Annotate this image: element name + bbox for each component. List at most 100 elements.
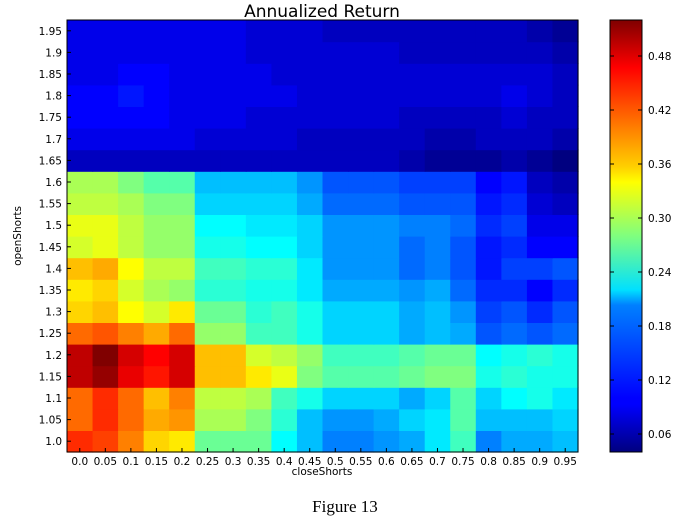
- figure-caption: Figure 13: [312, 497, 378, 516]
- heatmap-cell: [501, 365, 528, 388]
- heatmap-cell: [348, 257, 375, 280]
- heatmap-cell: [450, 365, 477, 388]
- heatmap-cell: [118, 192, 145, 215]
- heatmap-cell: [271, 128, 298, 151]
- heatmap-cell: [373, 365, 400, 388]
- heatmap-cell: [118, 279, 145, 302]
- heatmap-cell: [194, 214, 221, 237]
- y-axis-label: openShorts: [12, 206, 24, 266]
- x-tick-label: 0.0: [71, 456, 88, 468]
- heatmap-cell: [143, 430, 170, 453]
- heatmap-cell: [322, 387, 349, 410]
- heatmap-cell: [322, 257, 349, 280]
- x-axis-ticks: 0.0 0.05 0.1 0.15 0.2 0.25 0.3 0.35 0.4 0.45 0.5 0.…: [71, 448, 577, 468]
- heatmap-cell: [348, 192, 375, 215]
- heatmap-cell: [373, 387, 400, 410]
- heatmap-cell: [296, 322, 324, 345]
- heatmap-cell: [501, 257, 528, 280]
- y-tick-label: 1.85: [39, 69, 62, 81]
- x-tick-label: 0.2: [174, 456, 191, 468]
- heatmap-cell: [450, 192, 477, 215]
- heatmap-cell: [475, 322, 502, 345]
- heatmap-cell: [424, 214, 451, 237]
- heatmap-cell: [194, 84, 221, 107]
- x-tick-label: 0.4: [276, 456, 293, 468]
- heatmap-grid: [67, 20, 579, 453]
- heatmap-cell: [92, 257, 119, 280]
- heatmap-cell: [373, 257, 400, 280]
- heatmap-cell: [220, 365, 247, 388]
- heatmap-cell: [475, 192, 502, 215]
- heatmap-cell: [450, 84, 477, 107]
- heatmap-cell: [475, 171, 502, 194]
- heatmap-cell: [118, 257, 145, 280]
- colorbar: [609, 19, 643, 453]
- heatmap-cell: [450, 387, 477, 410]
- heatmap-cell: [220, 63, 247, 86]
- heatmap-cell: [245, 192, 272, 215]
- heatmap-cell: [271, 322, 298, 345]
- heatmap-cell: [399, 300, 426, 323]
- heatmap-cell: [450, 430, 477, 453]
- heatmap-cell: [118, 84, 145, 107]
- heatmap-cell: [245, 128, 272, 151]
- heatmap-cell: [143, 214, 170, 237]
- heatmap-cell: [424, 171, 451, 194]
- heatmap-cell: [348, 149, 375, 172]
- heatmap-cell: [118, 387, 145, 410]
- heatmap-cell: [348, 214, 375, 237]
- heatmap-cell: [424, 84, 451, 107]
- heatmap-cell: [424, 408, 451, 431]
- heatmap-cell: [194, 279, 221, 302]
- heatmap-cell: [67, 214, 94, 237]
- heatmap-cell: [271, 20, 298, 43]
- heatmap-cell: [169, 279, 196, 302]
- heatmap-cell: [348, 106, 375, 129]
- heatmap-cell: [296, 214, 324, 237]
- heatmap-cell: [169, 41, 196, 64]
- heatmap-cell: [194, 344, 221, 367]
- heatmap-cell: [424, 387, 451, 410]
- y-tick-label: 1.45: [39, 242, 62, 254]
- heatmap-cell: [271, 214, 298, 237]
- heatmap-cell: [424, 300, 451, 323]
- heatmap-cell: [194, 408, 221, 431]
- heatmap-cell: [296, 279, 324, 302]
- heatmap-cell: [92, 279, 119, 302]
- heatmap-cell: [450, 41, 477, 64]
- heatmap-cell: [552, 214, 579, 237]
- heatmap-cell: [501, 192, 528, 215]
- y-tick-label: 1.4: [45, 263, 62, 275]
- heatmap-cell: [399, 192, 426, 215]
- heatmap-cell: [475, 149, 502, 172]
- heatmap-cell: [92, 300, 119, 323]
- heatmap-cell: [169, 128, 196, 151]
- heatmap-cell: [143, 365, 170, 388]
- heatmap-cell: [348, 322, 375, 345]
- heatmap-cell: [450, 171, 477, 194]
- heatmap-cell: [271, 279, 298, 302]
- heatmap-cell: [552, 279, 579, 302]
- heatmap-cell: [475, 408, 502, 431]
- heatmap-cell: [169, 214, 196, 237]
- heatmap-cell: [552, 106, 579, 129]
- heatmap-cell: [271, 365, 298, 388]
- heatmap-cell: [245, 84, 272, 107]
- heatmap-cell: [296, 84, 324, 107]
- heatmap-cell: [194, 387, 221, 410]
- heatmap-cell: [552, 408, 579, 431]
- heatmap-cell: [552, 171, 579, 194]
- heatmap-cell: [526, 236, 554, 259]
- heatmap-cell: [424, 149, 451, 172]
- heatmap-cell: [322, 84, 349, 107]
- y-tick-label: 1.9: [45, 47, 62, 59]
- colorbar-tick-label: 0.06: [648, 429, 672, 441]
- heatmap-cell: [526, 430, 554, 453]
- heatmap-cell: [169, 430, 196, 453]
- heatmap-cell: [67, 20, 94, 43]
- heatmap-cell: [526, 20, 554, 43]
- heatmap-cell: [92, 84, 119, 107]
- heatmap-cell: [475, 344, 502, 367]
- y-tick-label: 1.55: [39, 199, 62, 211]
- heatmap-cell: [220, 279, 247, 302]
